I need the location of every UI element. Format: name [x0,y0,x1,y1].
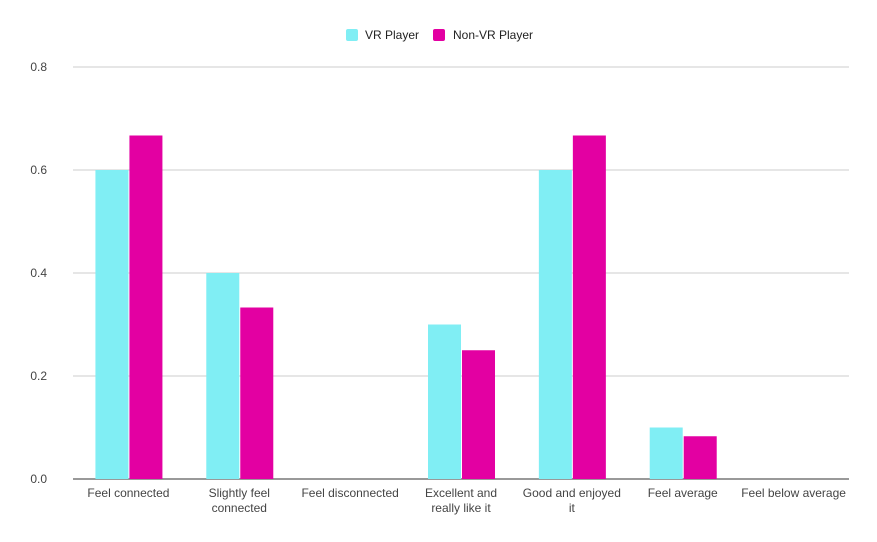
bar-non-vr-player [129,135,163,479]
x-category-label-line: Good and enjoyed [523,486,621,500]
x-category-label-line: Feel connected [87,486,169,500]
legend-label: Non-VR Player [453,28,533,42]
x-category-label: Feel connected [87,486,169,500]
bar-vr-player [649,427,683,479]
x-category-label: Feel average [648,486,718,500]
bar-vr-player [95,170,129,479]
x-category-label: Feel disconnected [301,486,398,500]
x-category-label: Slightly feel connected [209,486,270,515]
y-tick-label: 0.0 [30,472,47,486]
x-category-label: Excellent and really like it [425,486,497,515]
legend-label: VR Player [365,28,419,42]
legend: VR Player Non-VR Player [346,28,533,42]
x-category-label-line: really like it [431,501,491,515]
bar-vr-player [206,273,240,479]
x-category-label-line: connected [212,501,267,515]
legend-swatch [346,29,358,41]
legend-swatch [433,29,445,41]
x-category-label-line: Excellent and [425,486,497,500]
bar-non-vr-player [462,350,495,479]
x-category-label-line: Feel average [648,486,718,500]
y-tick-label: 0.2 [30,369,47,383]
x-category-label: Feel below average [741,486,846,500]
bar-non-vr-player [240,307,274,479]
gridlines [73,66,849,480]
bar-vr-player [538,170,572,479]
bar-non-vr-player [683,436,717,479]
x-category-label-line: Feel below average [741,486,846,500]
y-tick-label: 0.8 [30,60,47,74]
y-tick-label: 0.4 [30,266,47,280]
y-tick-label: 0.6 [30,163,47,177]
bar-vr-player [428,324,461,479]
bar-non-vr-player [572,135,606,479]
x-axis: Feel connected Slightly feel connected Feel… [87,486,846,515]
x-category-label-line: Slightly feel [209,486,270,500]
x-category-label-line: Feel disconnected [301,486,398,500]
y-axis: 0.0 0.2 0.4 0.6 0.8 [30,60,47,486]
x-category-label: Good and enjoyed it [523,486,621,515]
x-category-label-line: it [569,501,576,515]
bars [95,135,717,479]
